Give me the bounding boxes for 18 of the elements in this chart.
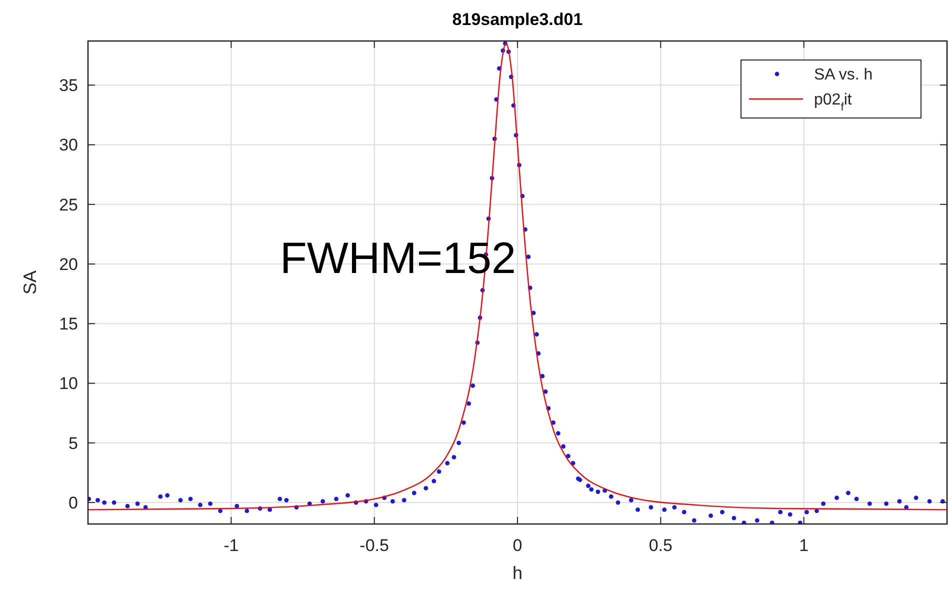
y-tick-label: 35 bbox=[59, 76, 78, 96]
y-tick-label: 15 bbox=[59, 314, 78, 334]
x-tick-label: -1 bbox=[224, 536, 239, 555]
y-tick-label: 25 bbox=[59, 195, 78, 214]
y-tick-label: 20 bbox=[59, 254, 78, 274]
y-tick-label: 5 bbox=[68, 434, 78, 453]
x-tick-label: 0 bbox=[512, 536, 522, 555]
x-tick-label: 1 bbox=[799, 536, 809, 555]
legend-label: p02$_{f}$it bbox=[814, 92, 852, 114]
y-axis-title: SA bbox=[20, 270, 40, 295]
chart-title: 819sample3.d01 bbox=[452, 10, 583, 29]
y-tick-label: 10 bbox=[59, 374, 78, 394]
y-tick-label: 0 bbox=[68, 493, 78, 512]
x-axis-title: h bbox=[512, 563, 523, 583]
legend-label: SA vs. h bbox=[814, 66, 873, 84]
y-tick-label: 30 bbox=[59, 136, 78, 155]
x-tick-label: 0.5 bbox=[648, 536, 672, 555]
x-tick-label: -0.5 bbox=[360, 536, 389, 555]
